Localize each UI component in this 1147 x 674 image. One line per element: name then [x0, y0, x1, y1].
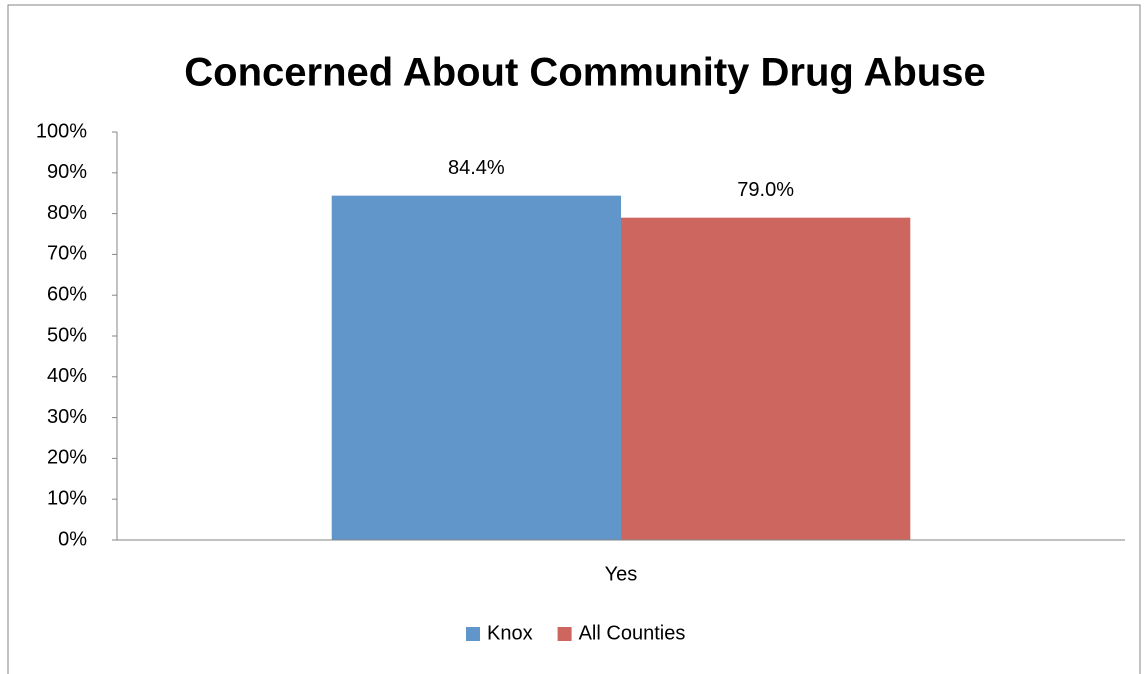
- data-label: 84.4%: [448, 157, 505, 179]
- chart-title: Concerned About Community Drug Abuse: [184, 51, 985, 95]
- data-label: 79.0%: [737, 179, 794, 201]
- y-tick-label: 90%: [47, 161, 87, 183]
- x-tick-label: Yes: [605, 563, 638, 585]
- y-tick-label: 30%: [47, 406, 87, 428]
- legend-label: All Counties: [579, 622, 686, 644]
- y-tick-label: 50%: [47, 324, 87, 346]
- bar: [621, 217, 911, 540]
- legend-swatch: [466, 627, 480, 641]
- legend-label: Knox: [487, 622, 533, 644]
- y-tick-label: 100%: [36, 120, 87, 142]
- y-tick-label: 60%: [47, 283, 87, 305]
- legend-swatch: [557, 627, 572, 641]
- y-tick-label: 10%: [47, 487, 87, 509]
- y-tick-label: 0%: [58, 528, 87, 550]
- y-tick-label: 80%: [47, 202, 87, 224]
- chart-frame: [7, 4, 1141, 674]
- y-tick-label: 20%: [47, 447, 87, 469]
- y-tick-label: 70%: [47, 243, 87, 265]
- y-tick-label: 40%: [47, 365, 87, 387]
- bar: [331, 195, 621, 540]
